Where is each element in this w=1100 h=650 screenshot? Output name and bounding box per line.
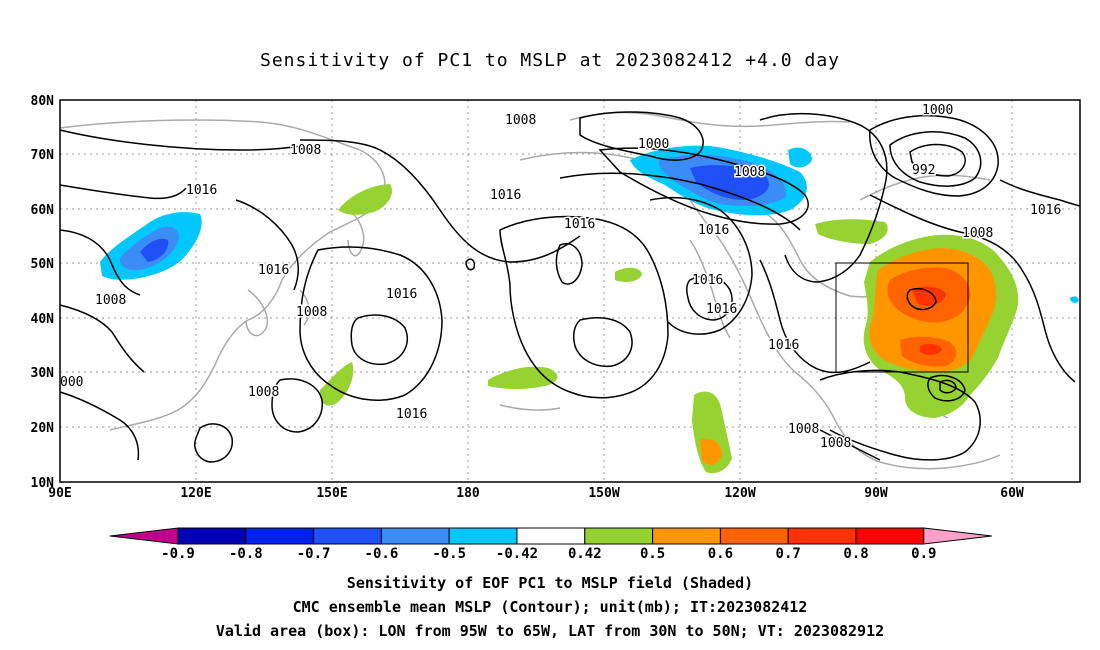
lat-axis: 80N 70N 60N 50N 40N 30N 20N 10N <box>31 94 55 491</box>
contour-label: 1000 <box>638 137 669 152</box>
colorbar-tick-label: -0.9 <box>161 546 195 562</box>
lat-tick-label: 30N <box>31 366 55 381</box>
contour-label: 1016 <box>396 407 427 422</box>
colorbar-tick-label: 0.6 <box>708 546 733 562</box>
colorbar-tick-label: 0.5 <box>640 546 665 562</box>
contour-label: 1008 <box>788 422 819 437</box>
contour-label: 1008 <box>95 293 126 308</box>
contour-label: 1008 <box>296 305 327 320</box>
contour-label: 1016 <box>692 273 723 288</box>
contour-labels: 1008 1008 1000 1008 1000 992 1016 1016 1… <box>59 102 1063 453</box>
lat-tick-label: 80N <box>31 94 55 109</box>
colorbar-cell <box>380 527 450 545</box>
colorbar-tick-label: 0.9 <box>911 546 936 562</box>
lon-tick-label: 60W <box>1000 486 1024 501</box>
caption-line-1: Sensitivity of EOF PC1 to MSLP field (Sh… <box>346 574 754 592</box>
contour-label: 1016 <box>698 223 729 238</box>
lat-tick-label: 40N <box>31 312 55 327</box>
lat-tick-label: 70N <box>31 148 55 163</box>
colorbar-cell <box>787 527 857 545</box>
map-frame <box>59 99 1081 483</box>
valid-area-box <box>835 262 969 373</box>
colorbar-cell <box>313 527 382 545</box>
colorbar-cell <box>516 527 586 545</box>
sensitivity-shading <box>100 145 1079 474</box>
lon-tick-label: 90W <box>864 486 888 501</box>
colorbar-cell <box>855 527 925 545</box>
contour-label: 1016 <box>186 183 217 198</box>
contour-label: 1008 <box>962 226 993 241</box>
colorbar-tick-label: -0.7 <box>297 546 331 562</box>
contour-label: 1016 <box>386 287 417 302</box>
lon-tick-label: 120W <box>724 486 755 501</box>
colorbar-cell <box>923 527 992 545</box>
colorbar-tick-label: -0.8 <box>229 546 263 562</box>
lon-tick-label: 150W <box>588 486 619 501</box>
lat-tick-label: 20N <box>31 421 55 436</box>
colorbar-cell <box>109 527 179 545</box>
contour-label: 1008 <box>290 143 321 158</box>
coastlines <box>59 111 1001 470</box>
colorbar-cell <box>448 527 518 545</box>
colorbar-tick-label: -0.5 <box>432 546 466 562</box>
contour-label: 1016 <box>258 263 289 278</box>
contour-label: 000 <box>60 375 83 390</box>
contour-label: 1000 <box>922 103 953 118</box>
lon-axis: 90E 120E 150E 180 150W 120W 90W 60W <box>48 486 1024 501</box>
colorbar-tick-label: 0.42 <box>568 546 602 562</box>
colorbar-cell <box>177 527 247 545</box>
contour-label: 1016 <box>768 338 799 353</box>
lat-tick-label: 60N <box>31 203 55 218</box>
contour-label: 1008 <box>820 436 851 451</box>
contour-label: 1016 <box>490 188 521 203</box>
colorbar-tick-label: 0.8 <box>843 546 868 562</box>
colorbar: -0.9 -0.8 -0.7 -0.6 -0.5 -0.42 0.42 0.5 0.6 0.7 0.… <box>109 527 992 562</box>
lon-tick-label: 90E <box>48 486 71 501</box>
lon-tick-label: 180 <box>456 486 480 501</box>
positive-region-bering <box>338 184 393 215</box>
colorbar-tick-label: 0.7 <box>776 546 801 562</box>
colorbar-tick-label: -0.42 <box>496 546 538 562</box>
colorbar-tick-label: -0.6 <box>365 546 399 562</box>
colorbar-cell <box>584 527 654 545</box>
contour-label: 1016 <box>564 217 595 232</box>
contour-label: 1016 <box>706 302 737 317</box>
contour-label: 1016 <box>1030 203 1061 218</box>
lat-tick-label: 50N <box>31 257 55 272</box>
contour-label: 1008 <box>505 113 536 128</box>
map-title: Sensitivity of PC1 to MSLP at 2023082412… <box>259 50 840 71</box>
lon-tick-label: 150E <box>316 486 347 501</box>
contour-label: 1008 <box>734 165 765 180</box>
contour-label: 992 <box>912 163 935 178</box>
lat-tick-label: 10N <box>31 476 55 491</box>
caption-line-3: Valid area (box): LON from 95W to 65W, L… <box>215 622 885 640</box>
mslp-contours <box>59 111 1081 463</box>
contour-label: 1008 <box>248 385 279 400</box>
colorbar-cell <box>719 527 789 545</box>
caption-line-2: CMC ensemble mean MSLP (Contour); unit(m… <box>292 598 808 616</box>
colorbar-cell <box>652 527 721 545</box>
lat-lon-grid <box>60 100 1080 482</box>
lon-tick-label: 120E <box>180 486 211 501</box>
colorbar-cell <box>245 527 315 545</box>
